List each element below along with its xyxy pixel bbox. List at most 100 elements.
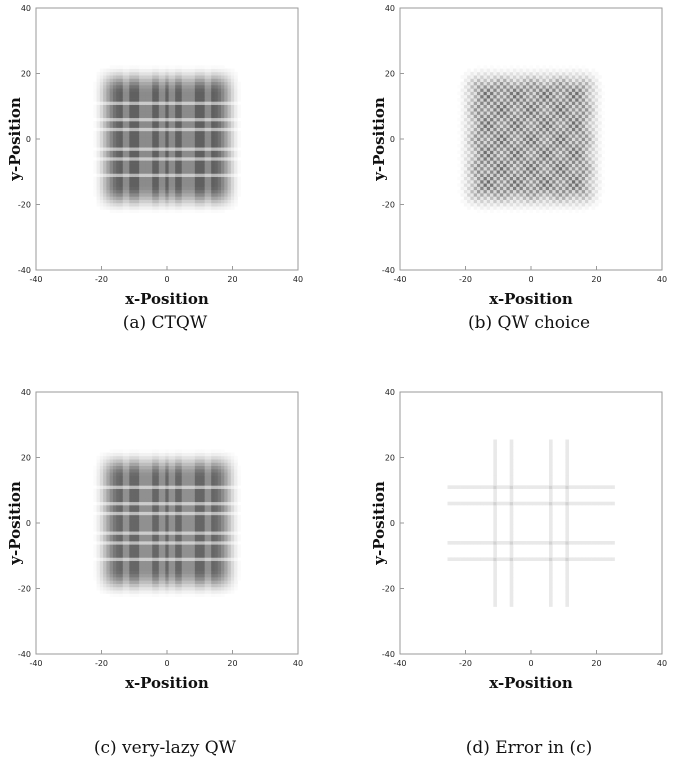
heatmap-cell (126, 114, 130, 119)
heatmap-cell (116, 150, 120, 155)
heatmap-cell (221, 101, 225, 105)
heatmap-cell (152, 176, 156, 181)
heatmap-cell (132, 78, 137, 83)
heatmap-cell (568, 127, 573, 132)
heatmap-cell (552, 124, 556, 128)
heatmap-cell (204, 179, 209, 184)
heatmap-cell (162, 75, 166, 79)
heatmap-cell (109, 485, 114, 489)
heatmap-cell (506, 127, 511, 132)
heatmap-cell (230, 98, 235, 102)
heatmap-cell (519, 75, 524, 79)
heatmap-cell (509, 68, 514, 73)
heatmap-cell (555, 140, 560, 145)
heatmap-cell (168, 206, 173, 210)
heatmap-cell (152, 124, 156, 128)
heatmap-cell (142, 157, 147, 161)
heatmap-cell (145, 590, 150, 594)
heatmap-cell (129, 449, 133, 453)
heatmap-cell (509, 81, 514, 86)
heatmap-cell (535, 130, 540, 135)
heatmap-cell (112, 196, 117, 200)
heatmap-cell (152, 189, 156, 194)
heatmap-cell (545, 196, 550, 200)
heatmap-cell (93, 134, 97, 138)
heatmap-cell (463, 104, 468, 109)
heatmap-cell (148, 462, 153, 467)
heatmap-cell (155, 75, 160, 79)
heatmap-cell (99, 140, 104, 145)
heatmap-cell (509, 193, 514, 197)
heatmap-cell (506, 75, 511, 79)
heatmap-cell (185, 107, 189, 112)
heatmap-cell (122, 593, 127, 598)
heatmap-cell (512, 176, 517, 181)
heatmap-cell (217, 176, 222, 181)
heatmap-cell (119, 580, 124, 584)
heatmap-cell (480, 163, 484, 168)
heatmap-cell (542, 94, 547, 99)
heatmap-cell (565, 176, 570, 181)
heatmap-cell (93, 186, 97, 191)
heatmap-cell (145, 524, 150, 529)
heatmap-cell (480, 75, 484, 79)
heatmap-cell (509, 176, 514, 181)
heatmap-cell (185, 134, 189, 138)
heatmap-cell (129, 111, 133, 115)
heatmap-cell (106, 120, 111, 125)
heatmap-cell (549, 94, 553, 99)
heatmap-cell (509, 78, 514, 83)
heatmap-cell (516, 101, 520, 105)
heatmap-cell (542, 71, 547, 76)
heatmap-cell (506, 166, 511, 171)
heatmap-cell (509, 107, 514, 112)
heatmap-cell (168, 179, 173, 184)
heatmap-cell (191, 68, 196, 73)
heatmap-cell (135, 91, 140, 96)
heatmap-cell (237, 189, 242, 194)
heatmap-cell (516, 193, 520, 197)
heatmap-cell (519, 78, 524, 83)
heatmap-cell (132, 570, 137, 575)
heatmap-cell (129, 179, 133, 184)
heatmap-cell (99, 498, 104, 503)
heatmap-cell (126, 518, 130, 522)
heatmap-cell (135, 472, 140, 476)
heatmap-cell (562, 98, 566, 102)
heatmap-cell (522, 130, 527, 135)
heatmap-cell (542, 117, 547, 122)
heatmap-cell (191, 137, 196, 141)
heatmap-cell (96, 193, 101, 197)
heatmap-cell (201, 170, 206, 174)
heatmap-cell (126, 508, 130, 512)
heatmap-cell (132, 193, 137, 197)
heatmap-cell (106, 75, 111, 79)
heatmap-cell (112, 65, 117, 69)
heatmap-cell (214, 193, 219, 197)
heatmap-cell (171, 104, 176, 109)
heatmap-cell (496, 189, 501, 194)
heatmap-cell (214, 78, 219, 83)
heatmap-cell (519, 134, 524, 138)
heatmap-cell (109, 590, 114, 594)
heatmap-cell (594, 107, 599, 112)
heatmap-cell (129, 186, 133, 191)
heatmap-cell (119, 465, 124, 470)
heatmap-cell (457, 137, 461, 141)
heatmap-cell (178, 65, 183, 69)
heatmap-cell (493, 189, 497, 194)
heatmap-cell (129, 193, 133, 197)
heatmap-cell (139, 206, 143, 210)
heatmap-cell (185, 147, 189, 151)
heatmap-cell (470, 127, 475, 132)
heatmap-cell (578, 163, 583, 168)
heatmap-cell (178, 101, 183, 105)
heatmap-cell (204, 101, 209, 105)
heatmap-cell (168, 567, 173, 571)
x-axis-title: x-Position (125, 290, 209, 308)
heatmap-cell (135, 593, 140, 598)
heatmap-cell (145, 580, 150, 584)
heatmap-cell (486, 176, 491, 181)
heatmap-cell (483, 209, 488, 214)
heatmap-cell (171, 183, 176, 187)
